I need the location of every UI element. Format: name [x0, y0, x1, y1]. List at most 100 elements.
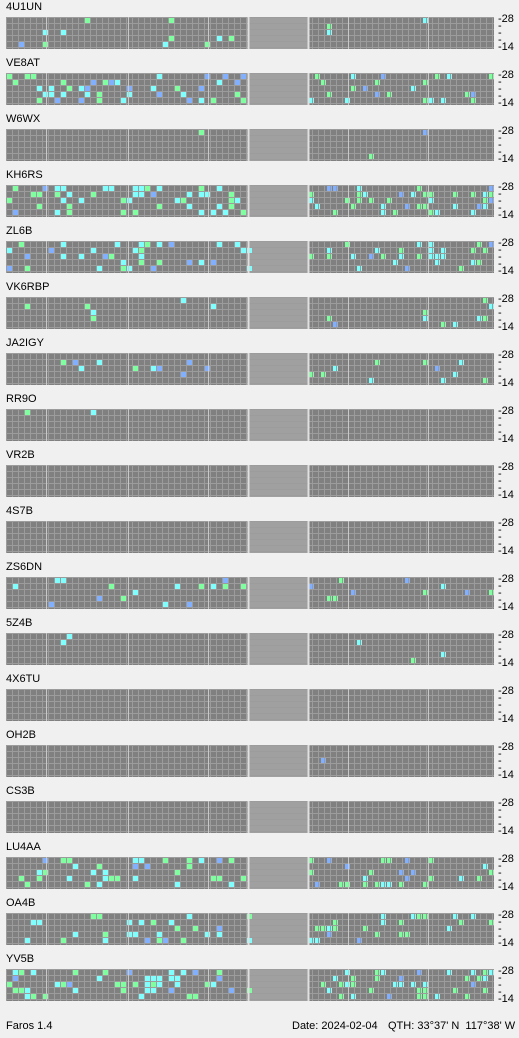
beacon-callsign: 4U1UN — [6, 1, 43, 13]
signal-cell — [13, 584, 18, 589]
status-bar: Faros 1.4 Date: 2024-02-04 QTH: 33°37' N… — [0, 1015, 519, 1038]
signal-cell — [309, 584, 314, 589]
signal-cell — [145, 982, 150, 987]
signal-cell — [67, 982, 72, 987]
signal-cell — [423, 98, 428, 103]
signal-cell — [423, 316, 428, 321]
signal-cell — [223, 74, 228, 79]
signal-cell — [399, 982, 404, 987]
signal-cell — [489, 242, 494, 247]
signal-cell — [181, 298, 186, 303]
signal-cell — [199, 86, 204, 91]
signal-cell — [127, 198, 132, 203]
signal-cell — [369, 154, 374, 159]
signal-cell — [441, 254, 446, 259]
beacon-callsign: KH6RS — [6, 169, 43, 181]
signal-cell — [375, 92, 380, 97]
signal-cell — [453, 322, 458, 327]
signal-cell — [309, 858, 314, 863]
signal-cell — [369, 198, 374, 203]
signal-cell — [109, 254, 114, 259]
signal-cell — [381, 858, 386, 863]
signal-cell — [315, 926, 320, 931]
signal-cell — [121, 210, 126, 215]
night-gap-panel — [248, 913, 308, 945]
signal-cell — [229, 204, 234, 209]
signal-cell — [97, 98, 102, 103]
signal-cell — [489, 920, 494, 925]
beacon-row: ZS6DN -28- - - -14 — [0, 561, 519, 618]
signal-cell — [315, 882, 320, 887]
band-tick: - — [498, 363, 502, 375]
signal-cell — [327, 248, 332, 253]
signal-cell — [13, 80, 18, 85]
signal-cell — [339, 578, 344, 583]
signal-cell — [351, 590, 356, 595]
propagation-grid — [6, 521, 494, 553]
beacon-row: 5Z4B -28- - - -14 — [0, 617, 519, 674]
propagation-grid — [6, 969, 494, 1001]
signal-cell — [477, 316, 482, 321]
signal-cell — [477, 976, 482, 981]
signal-cell — [157, 982, 162, 987]
band-tick: - — [498, 804, 502, 816]
signal-cell — [79, 198, 84, 203]
signal-cell — [97, 596, 102, 601]
signal-cell — [79, 98, 84, 103]
signal-cell — [357, 640, 362, 645]
signal-cell — [67, 858, 72, 863]
signal-cell — [145, 988, 150, 993]
signal-cell — [483, 192, 488, 197]
signal-cell — [333, 926, 338, 931]
signal-cell — [459, 266, 464, 271]
signal-cell — [139, 858, 144, 863]
signal-cell — [127, 920, 132, 925]
signal-cell — [321, 926, 326, 931]
band-tick: - — [498, 650, 502, 662]
signal-cell — [381, 204, 386, 209]
signal-cell — [13, 988, 18, 993]
signal-cell — [435, 994, 440, 999]
signal-cell — [199, 858, 204, 863]
signal-cell — [489, 970, 494, 975]
signal-cell — [441, 322, 446, 327]
signal-cell — [483, 378, 488, 383]
signal-cell — [109, 584, 114, 589]
signal-cell — [471, 248, 476, 253]
signal-cell — [393, 210, 398, 215]
signal-cell — [31, 192, 36, 197]
band-tick: - — [498, 748, 502, 760]
signal-cell — [163, 938, 168, 943]
signal-cell — [211, 584, 216, 589]
beacon-callsign: RR9O — [6, 393, 37, 405]
signal-cell — [103, 870, 108, 875]
signal-cell — [333, 186, 338, 191]
signal-cell — [429, 98, 434, 103]
band-label-14: -14 — [498, 825, 514, 837]
beacon-callsign: VE8AT — [6, 57, 41, 69]
signal-cell — [217, 970, 222, 975]
signal-cell — [37, 204, 42, 209]
signal-cell — [97, 266, 102, 271]
signal-cell — [229, 36, 234, 41]
signal-cell — [43, 186, 48, 191]
signal-cell — [327, 254, 332, 259]
signal-cell — [103, 970, 108, 975]
signal-cell — [187, 98, 192, 103]
signal-cell — [441, 584, 446, 589]
signal-cell — [151, 192, 156, 197]
signal-cell — [217, 186, 222, 191]
band-tick: - — [498, 930, 502, 942]
signal-cell — [477, 204, 482, 209]
band-tick: - — [498, 986, 502, 998]
signal-cell — [369, 378, 374, 383]
signal-cell — [399, 976, 404, 981]
signal-cell — [175, 976, 180, 981]
signal-cell — [327, 596, 332, 601]
signal-cell — [145, 242, 150, 247]
signal-cell — [483, 198, 488, 203]
signal-cell — [139, 254, 144, 259]
signal-cell — [369, 988, 374, 993]
signal-cell — [25, 994, 30, 999]
signal-cell — [139, 192, 144, 197]
